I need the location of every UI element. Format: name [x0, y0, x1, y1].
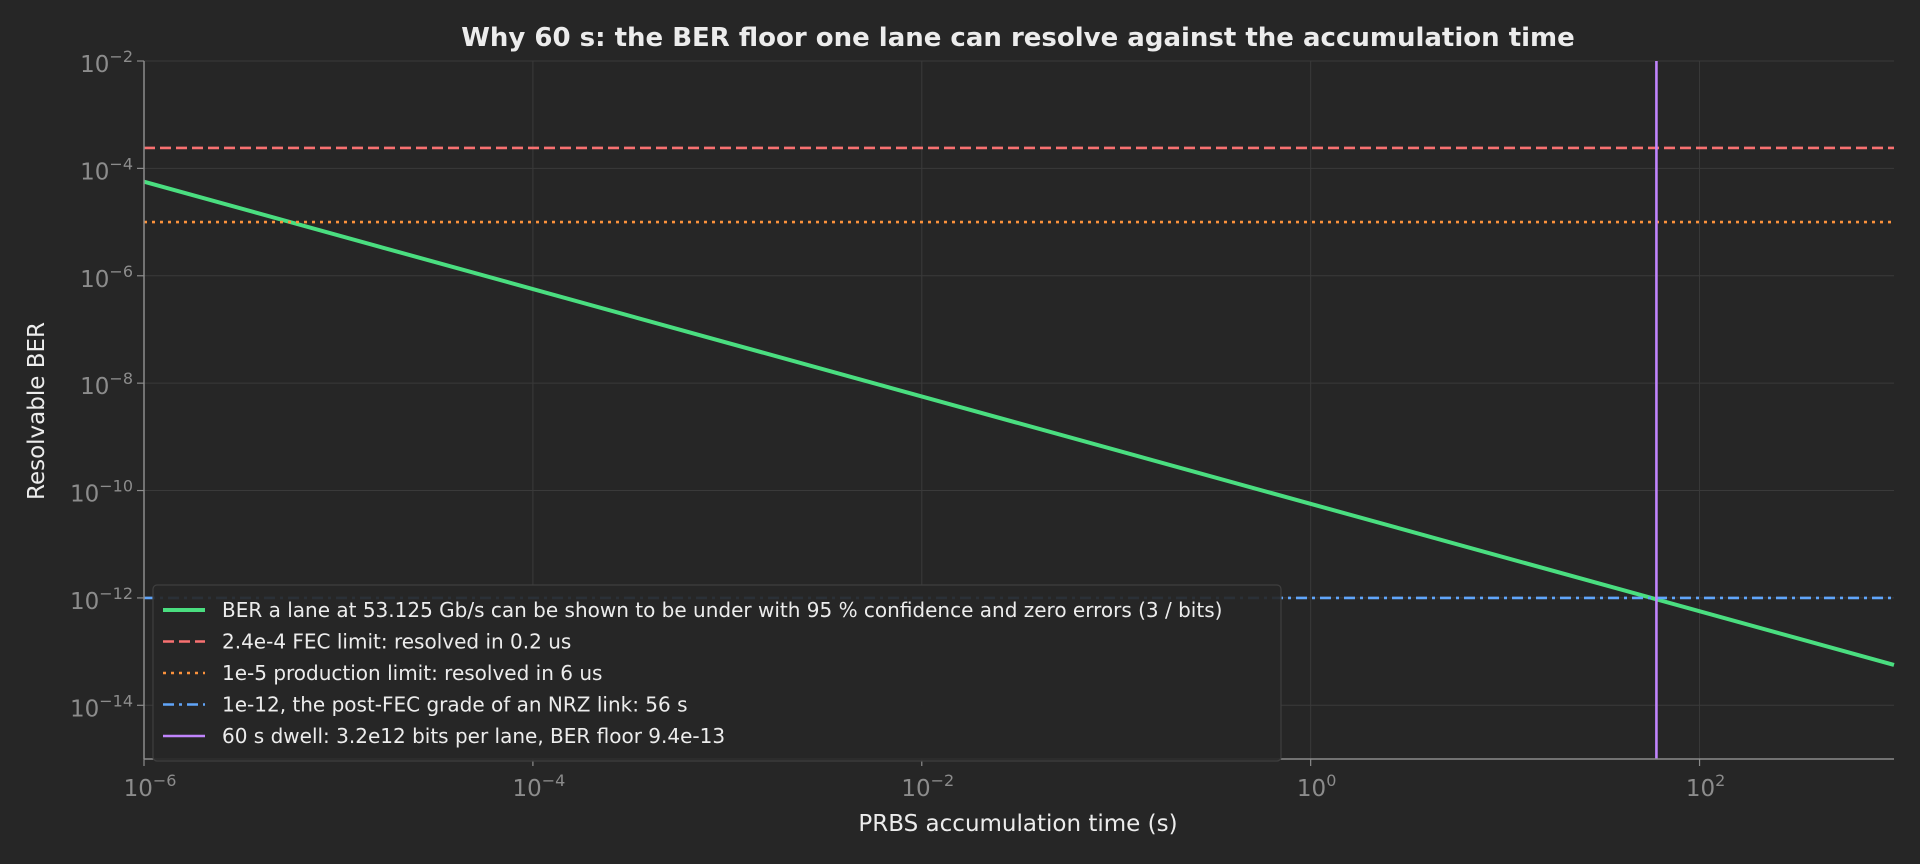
y-tick-label: 10−6 — [80, 262, 133, 293]
legend: BER a lane at 53.125 Gb/s can be shown t… — [152, 584, 1282, 762]
legend-entry-label: 2.4e-4 FEC limit: resolved in 0.2 us — [222, 630, 571, 654]
y-tick-label: 10−4 — [80, 154, 133, 185]
legend-entry-label: 1e-5 production limit: resolved in 6 us — [222, 661, 602, 685]
chart-title: Why 60 s: the BER floor one lane can res… — [461, 23, 1575, 53]
tick-layer: 10−6 10−4 10−2 100 102 10−2 10−4 10−6 10−8 10−10 1… — [70, 47, 1725, 802]
legend-entry-label: 60 s dwell: 3.2e12 bits per lane, BER fl… — [222, 724, 725, 748]
series-line-ber-floor — [143, 179, 1895, 667]
x-tick-label: 102 — [1686, 771, 1725, 802]
legend-entry-label: BER a lane at 53.125 Gb/s can be shown t… — [222, 598, 1222, 622]
y-axis-label: Resolvable BER — [24, 322, 50, 500]
x-axis-label: PRBS accumulation time (s) — [858, 811, 1177, 837]
y-tick-label: 10−8 — [80, 369, 133, 400]
y-tick-label: 10−14 — [70, 691, 133, 722]
x-tick-label: 10−2 — [901, 771, 954, 802]
y-tick-label: 10−10 — [70, 477, 133, 508]
x-tick-label: 10−6 — [124, 771, 177, 802]
y-tick-label: 10−2 — [80, 47, 133, 78]
x-tick-label: 10−4 — [512, 771, 565, 802]
legend-box — [152, 584, 1282, 762]
x-tick-label: 100 — [1297, 771, 1336, 802]
legend-entry-label: 1e-12, the post-FEC grade of an NRZ link… — [222, 693, 688, 717]
y-tick-label: 10−12 — [70, 584, 133, 615]
